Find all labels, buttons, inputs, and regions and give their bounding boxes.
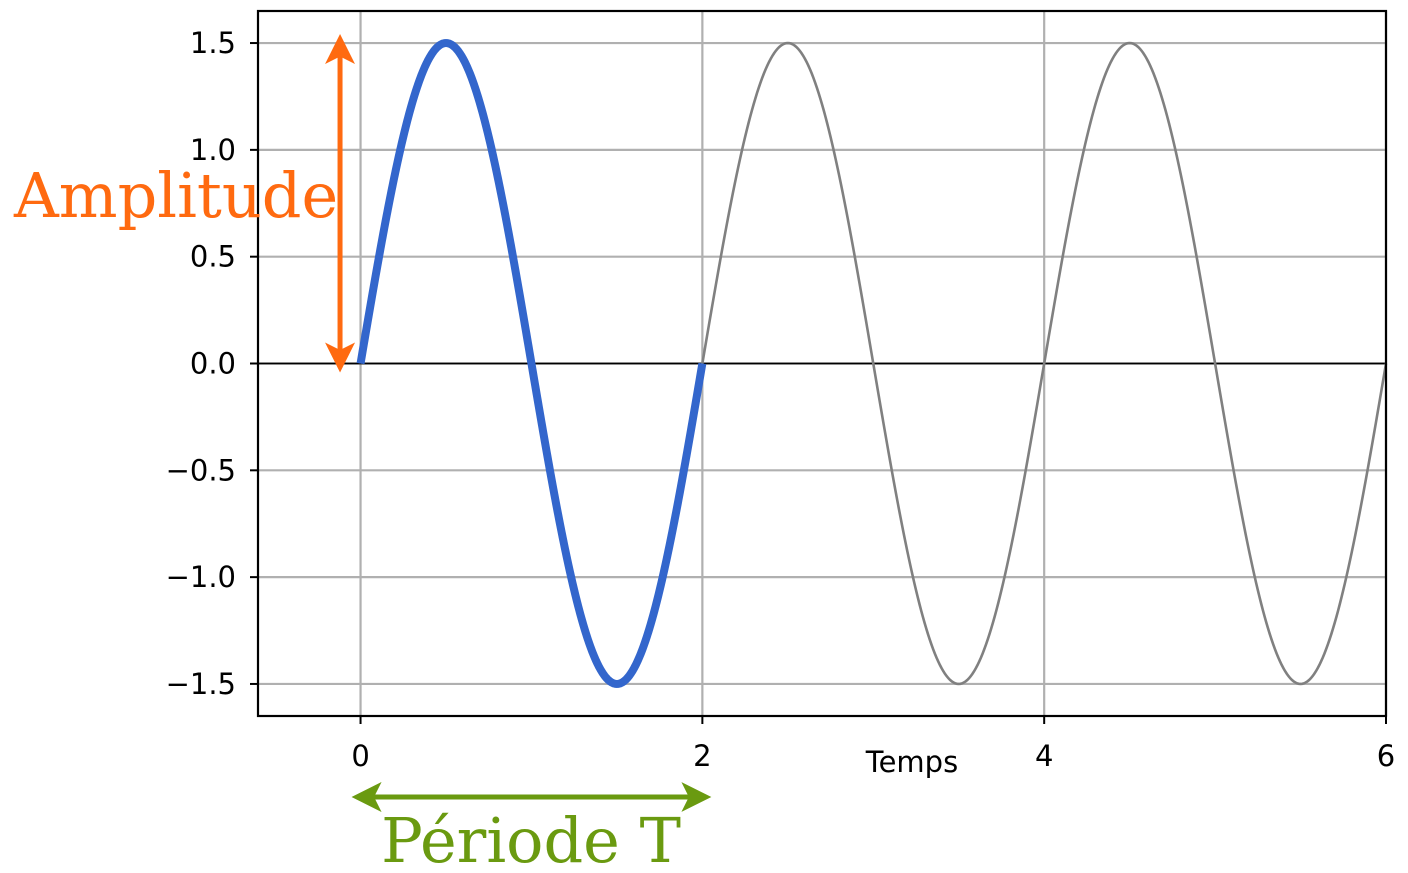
x-axis-label: Temps xyxy=(865,745,958,779)
y-tick-label: −1.5 xyxy=(166,667,236,701)
y-tick-label: 0.0 xyxy=(190,347,236,381)
y-tick-label: −0.5 xyxy=(166,453,236,487)
y-tick-label: 1.0 xyxy=(190,133,236,167)
grid xyxy=(258,11,1388,716)
x-tick-label: 0 xyxy=(351,739,369,773)
x-tick-label: 2 xyxy=(693,739,711,773)
tick-labels: 0 2 4 6 1.5 1.0 0.5 0.0 −0.5 −1.0 −1.5 Temps xyxy=(166,26,1396,779)
x-tick-label: 6 xyxy=(1377,739,1395,773)
period-label: Période T xyxy=(381,804,681,873)
y-tick-label: 1.5 xyxy=(190,26,236,60)
curves xyxy=(356,39,1388,688)
y-tick-label: −1.0 xyxy=(166,560,236,594)
amplitude-label: Amplitude xyxy=(13,159,338,232)
y-tick-label: 0.5 xyxy=(190,240,236,274)
annotations: Amplitude Période T xyxy=(13,34,712,873)
series-one-period-curve xyxy=(356,39,707,688)
x-tick-label: 4 xyxy=(1035,739,1053,773)
axes xyxy=(250,9,1388,724)
